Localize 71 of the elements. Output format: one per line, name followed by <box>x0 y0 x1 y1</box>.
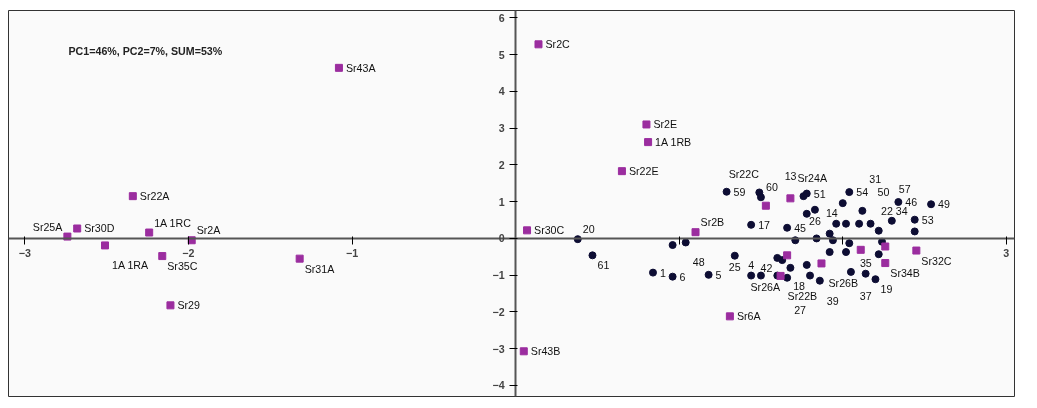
annotation: Sr26A <box>750 281 782 294</box>
annotation: Sr43A <box>345 61 377 74</box>
x-tick-label: 3 <box>1003 247 1010 260</box>
annotation: Sr35C <box>167 260 198 273</box>
x-tick-label: −1 <box>345 247 359 260</box>
annotation: Sr22E <box>628 165 659 178</box>
annotation: 17 <box>758 218 771 231</box>
annotation: 20 <box>582 223 595 236</box>
annotation: Sr25A <box>32 220 64 233</box>
y-tick-label: −1 <box>492 269 505 282</box>
annotation: 19 <box>880 283 893 296</box>
y-tick-label: 1 <box>498 195 505 208</box>
annotation: 26 <box>809 214 821 227</box>
annotation: Sr22A <box>139 190 171 203</box>
annotation: 54 <box>856 186 869 199</box>
annotation: 25 <box>728 260 741 273</box>
annotation: 53 <box>921 213 934 226</box>
annotation: 1A 1RB <box>655 136 692 149</box>
annotation: 1A 1RC <box>154 216 192 229</box>
annotation: Sr26B <box>828 277 859 290</box>
x-tick-label: −2 <box>182 247 195 260</box>
annotation: 59 <box>733 185 746 198</box>
y-tick-label: 3 <box>498 122 505 135</box>
annotation: Sr34B <box>890 267 920 280</box>
annotation: 18 <box>793 279 806 292</box>
annotation: Sr31A <box>304 262 336 275</box>
annotation: Sr30C <box>534 224 565 237</box>
annotation: Sr30D <box>84 222 115 235</box>
annotation: 49 <box>938 198 950 211</box>
y-tick-label: −4 <box>492 379 505 392</box>
y-tick-label: −3 <box>492 342 505 355</box>
annotation: Sr29 <box>177 299 201 312</box>
annotation: 13 <box>784 170 797 183</box>
annotation: 1A 1RA <box>112 259 150 272</box>
x-tick-label: −3 <box>18 247 32 260</box>
annotation: 14 <box>825 207 838 220</box>
y-tick-label: 2 <box>498 158 505 171</box>
annotation: 39 <box>826 294 839 307</box>
y-tick-label: −2 <box>492 305 505 318</box>
annotation: 61 <box>597 259 610 272</box>
annotation: Sr24A <box>797 172 828 185</box>
annotation: Sr2E <box>653 118 678 131</box>
annotation: 45 <box>794 221 807 234</box>
annotation: PC1=46%, PC2=7%, SUM=53% <box>68 44 223 57</box>
y-tick-label: 5 <box>498 48 505 61</box>
annotation: Sr43B <box>530 345 561 358</box>
annotation: 48 <box>692 256 705 269</box>
annotation: 46 <box>905 196 918 209</box>
annotation: Sr2C <box>545 38 571 51</box>
annotation: 42 <box>760 261 773 274</box>
annotation: Sr32C <box>921 254 952 267</box>
annotation: Sr22C <box>728 167 760 180</box>
annotation: Sr22B <box>787 289 818 302</box>
annotation: 37 <box>859 289 872 302</box>
annotation: 4 <box>748 258 755 271</box>
annotation: 51 <box>813 187 826 200</box>
annotation: 50 <box>877 185 890 198</box>
annotation: 60 <box>765 181 778 194</box>
annotation: 27 <box>794 303 807 316</box>
annotation: Sr2A <box>196 224 222 237</box>
annotation: 31 <box>869 172 882 185</box>
annotation: Sr2B <box>700 216 725 229</box>
y-tick-label: 4 <box>498 85 505 98</box>
annotation: Sr6A <box>736 310 762 323</box>
annotation: 1 <box>659 266 666 279</box>
annotation: 35 <box>859 256 872 269</box>
annotation: 57 <box>898 182 911 195</box>
annotation: 22 34 <box>881 205 908 218</box>
annotation: 5 <box>715 268 722 281</box>
y-tick-label: 6 <box>498 11 505 24</box>
annotation: 6 <box>679 270 686 283</box>
